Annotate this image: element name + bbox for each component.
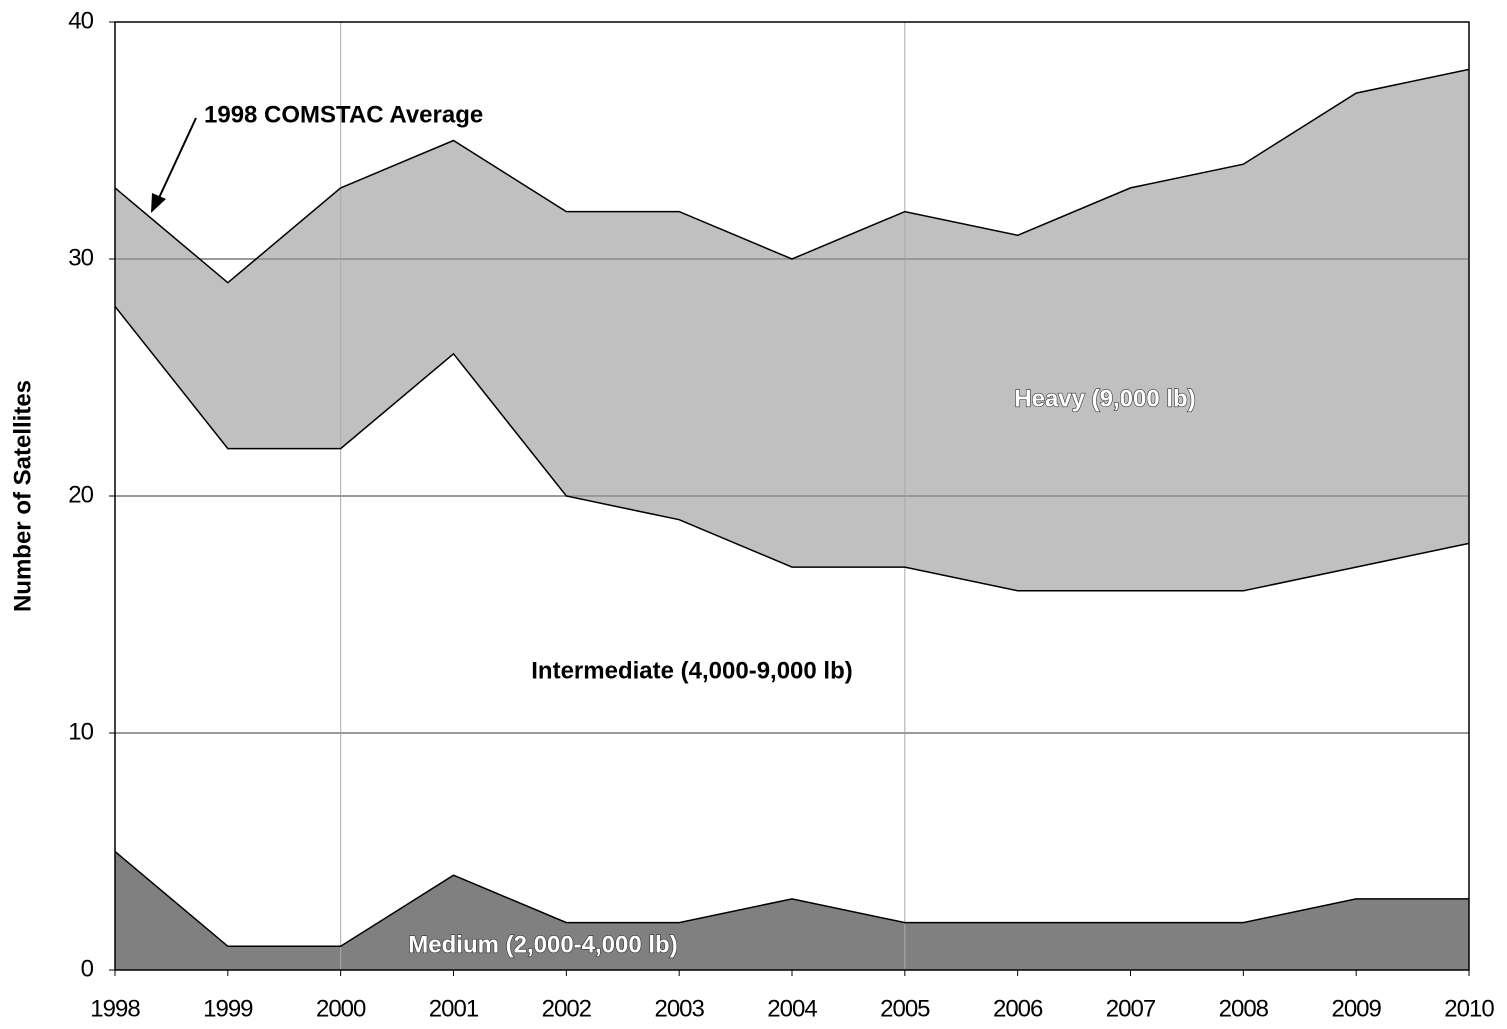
y-tick-label: 0 <box>81 955 94 982</box>
y-axis-title: Number of Satellites <box>9 380 36 612</box>
x-tick-label: 2002 <box>542 995 592 1022</box>
x-tick-label: 2005 <box>880 995 930 1022</box>
x-tick-label: 2009 <box>1331 995 1381 1022</box>
y-tick-label: 40 <box>68 7 93 34</box>
plot-frame <box>114 21 1470 971</box>
series-label: Medium (2,000-4,000 lb) <box>408 931 677 958</box>
x-tick-label: 2004 <box>767 995 817 1022</box>
area-edge <box>114 850 1469 948</box>
x-tick-label: 2010 <box>1444 995 1494 1022</box>
series-label: Heavy (9,000 lb) <box>1014 385 1195 412</box>
x-tick-label: 1998 <box>90 995 140 1022</box>
y-tick-label: 30 <box>68 244 93 271</box>
arrow-head <box>151 193 166 213</box>
y-tick-label: 10 <box>68 718 93 745</box>
area-edge <box>114 305 1470 592</box>
x-tick-label: 2001 <box>429 995 479 1022</box>
x-tick-label: 1999 <box>203 995 253 1022</box>
area <box>115 306 1469 947</box>
x-tick-label: 2008 <box>1219 995 1269 1022</box>
y-tick-label: 20 <box>68 481 93 508</box>
x-tick-label: 2007 <box>1106 995 1156 1022</box>
annotation: 1998 COMSTAC Average <box>204 101 483 128</box>
x-tick-label: 2006 <box>993 995 1043 1022</box>
area-edge <box>114 68 1470 284</box>
annotation-arrow <box>157 117 197 201</box>
area <box>115 69 1469 591</box>
x-tick-label: 2000 <box>316 995 366 1022</box>
area <box>115 851 1469 970</box>
x-tick-label: 2003 <box>654 995 704 1022</box>
series-label: Intermediate (4,000-9,000 lb) <box>531 657 852 684</box>
